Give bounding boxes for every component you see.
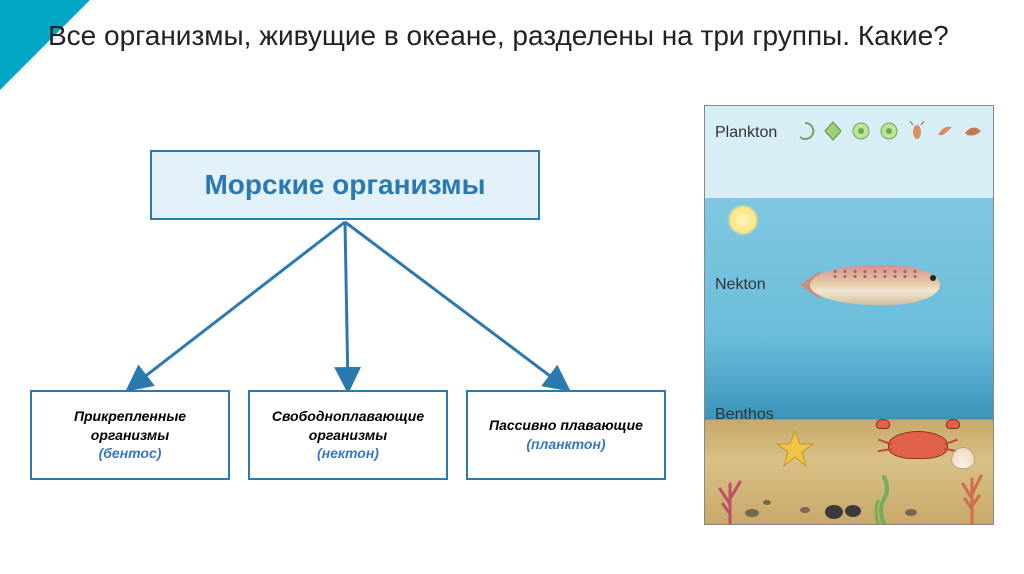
- plankton-copepod-icon: [907, 121, 927, 141]
- crab-icon: [888, 423, 948, 459]
- child-title: Пассивно плавающие: [489, 416, 643, 435]
- sun-icon: [727, 204, 759, 236]
- child-subtitle: (нектон): [317, 444, 379, 463]
- zone-label-nekton: Nekton: [715, 276, 766, 294]
- plankton-icons: [795, 121, 983, 141]
- plankton-shrimp-icon: [935, 121, 955, 141]
- plankton-cell-icon: [851, 121, 871, 141]
- child-box-plankton: Пассивно плавающие (планктон): [466, 390, 666, 480]
- child-subtitle: (планктон): [526, 435, 605, 454]
- plankton-diatom-icon: [823, 121, 843, 141]
- plankton-spiral-icon: [795, 121, 815, 141]
- seabed-rocks: [705, 479, 993, 519]
- child-title: Свободноплавающие организмы: [256, 407, 440, 445]
- zone-label-plankton: Plankton: [715, 124, 777, 142]
- root-label: Морские организмы: [204, 169, 485, 201]
- question-text: Все организмы, живущие в океане, разделе…: [48, 18, 994, 54]
- fish-icon: [800, 261, 950, 309]
- zone-label-benthos: Benthos: [715, 406, 774, 424]
- child-title: Прикрепленные организмы: [38, 407, 222, 445]
- starfish-icon: [775, 429, 815, 469]
- ocean-illustration: Plankton Nekton Benthos: [704, 105, 994, 525]
- arrows-svg: [0, 0, 700, 574]
- child-subtitle: (бентос): [99, 444, 162, 463]
- plankton-amphipod-icon: [963, 121, 983, 141]
- plankton-cell-icon: [879, 121, 899, 141]
- child-box-nekton: Свободноплавающие организмы (нектон): [248, 390, 448, 480]
- child-box-benthos: Прикрепленные организмы (бентос): [30, 390, 230, 480]
- root-box: Морские организмы: [150, 150, 540, 220]
